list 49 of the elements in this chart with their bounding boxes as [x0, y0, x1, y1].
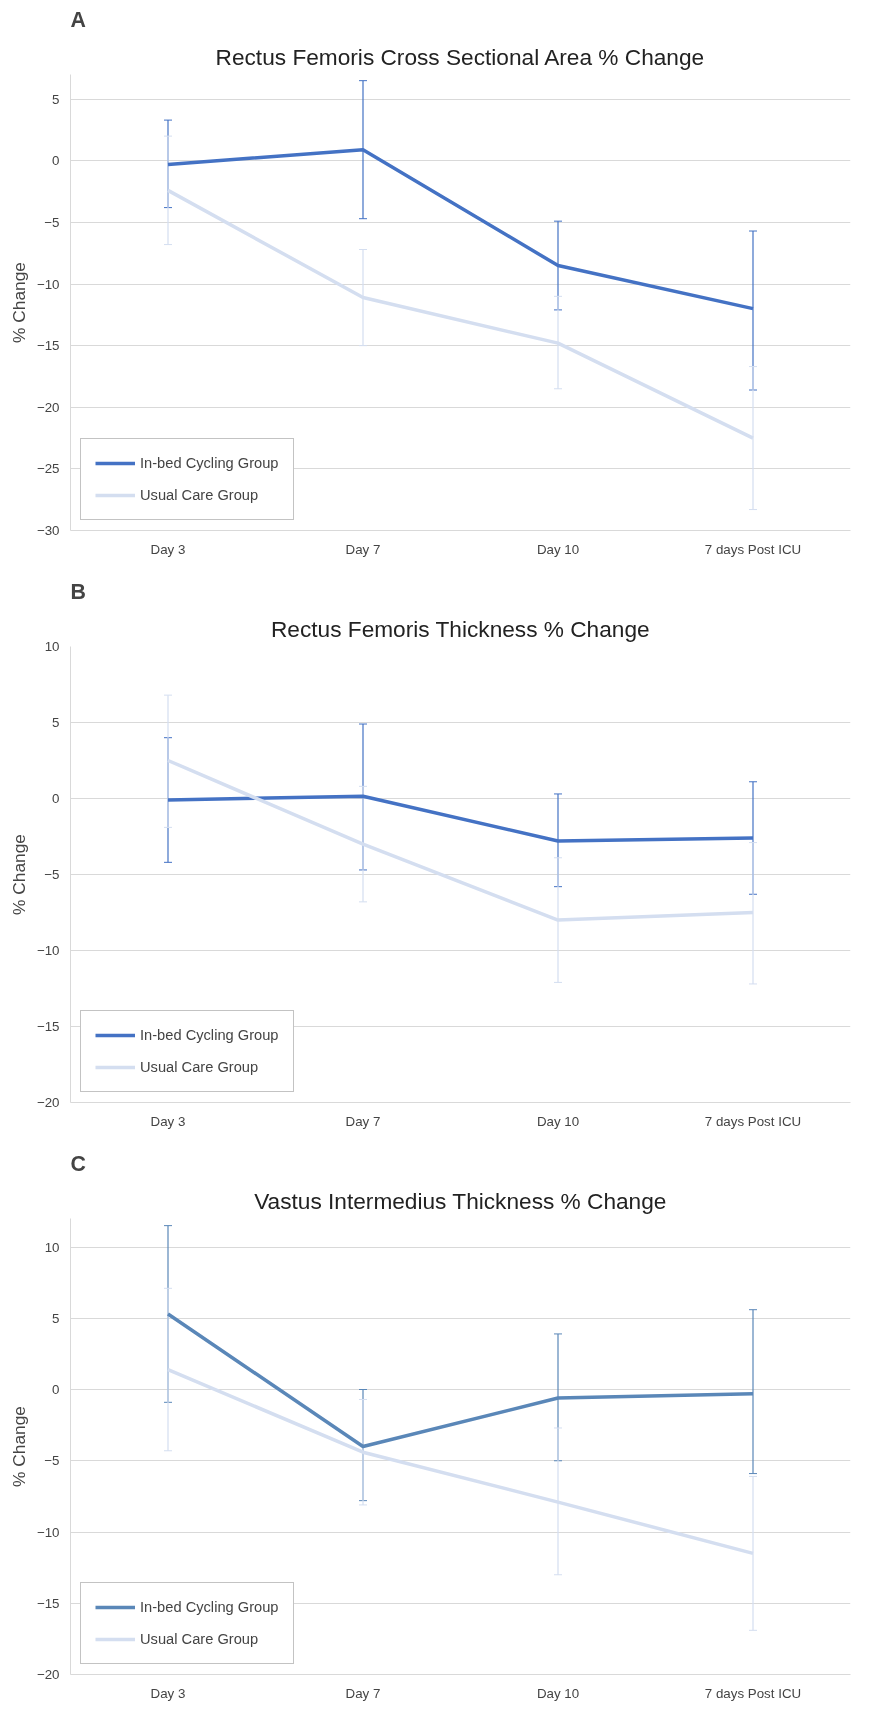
x-tick-label: 7 days Post ICU — [704, 541, 802, 557]
text: B — [70, 579, 86, 604]
chart-title: Vastus Intermedius Thickness % Change — [254, 1187, 667, 1214]
y-tick-label: −10 — [36, 276, 60, 292]
chart-title: Rectus Femoris Cross Sectional Area % Change — [215, 43, 705, 70]
x-tick-label: Day 7 — [345, 541, 381, 557]
x-tick-label: 7 days Post ICU — [704, 1685, 802, 1701]
y-tick-label: −15 — [36, 338, 60, 354]
y-tick-label: −20 — [36, 1095, 60, 1110]
x-tick-label: Day 7 — [345, 1113, 381, 1129]
legend-label: Usual Care Group — [140, 487, 259, 503]
text: C — [70, 1151, 86, 1176]
x-tick-label: Day 10 — [536, 1685, 580, 1701]
y-tick-label: −20 — [36, 399, 60, 415]
y-tick-label: −5 — [44, 867, 60, 882]
y-tick-label: −15 — [36, 1595, 60, 1611]
y-tick-label: −15 — [36, 1019, 60, 1034]
y-tick-label: −5 — [44, 214, 60, 230]
chart-title: Rectus Femoris Thickness % Change — [271, 615, 650, 642]
y-tick-label: −20 — [36, 1667, 60, 1682]
y-tick-label: −5 — [44, 1453, 60, 1469]
y-axis-title: % Change — [8, 262, 29, 343]
y-tick-label: −10 — [36, 943, 60, 958]
x-tick-label: 7 days Post ICU — [704, 1113, 802, 1129]
legend-label: In-bed Cycling Group — [140, 1599, 279, 1615]
y-tick-label: 0 — [52, 153, 60, 169]
y-tick-label: −10 — [36, 1524, 60, 1540]
x-tick-label: Day 3 — [150, 1113, 186, 1129]
y-tick-label: 0 — [52, 791, 60, 806]
y-tick-label: 5 — [52, 91, 60, 107]
x-tick-label: Day 3 — [150, 541, 186, 557]
y-tick-label: −25 — [36, 461, 60, 477]
text: A — [70, 7, 86, 32]
legend-label: In-bed Cycling Group — [140, 1027, 279, 1043]
x-tick-label: Day 3 — [150, 1685, 186, 1701]
legend-label: In-bed Cycling Group — [140, 455, 279, 471]
y-axis-title: % Change — [8, 1406, 29, 1487]
x-tick-label: Day 10 — [536, 541, 580, 557]
y-tick-label: 5 — [52, 715, 60, 730]
x-tick-label: Day 10 — [536, 1113, 580, 1129]
y-tick-label: 5 — [52, 1310, 60, 1326]
y-tick-label: 10 — [44, 639, 60, 654]
y-tick-label: −30 — [36, 523, 60, 538]
y-tick-label: 10 — [44, 1239, 60, 1255]
y-tick-label: 0 — [52, 1382, 60, 1397]
legend-label: Usual Care Group — [140, 1631, 259, 1647]
x-tick-label: Day 7 — [345, 1685, 381, 1701]
legend-label: Usual Care Group — [140, 1059, 259, 1075]
y-axis-title: % Change — [8, 834, 29, 915]
